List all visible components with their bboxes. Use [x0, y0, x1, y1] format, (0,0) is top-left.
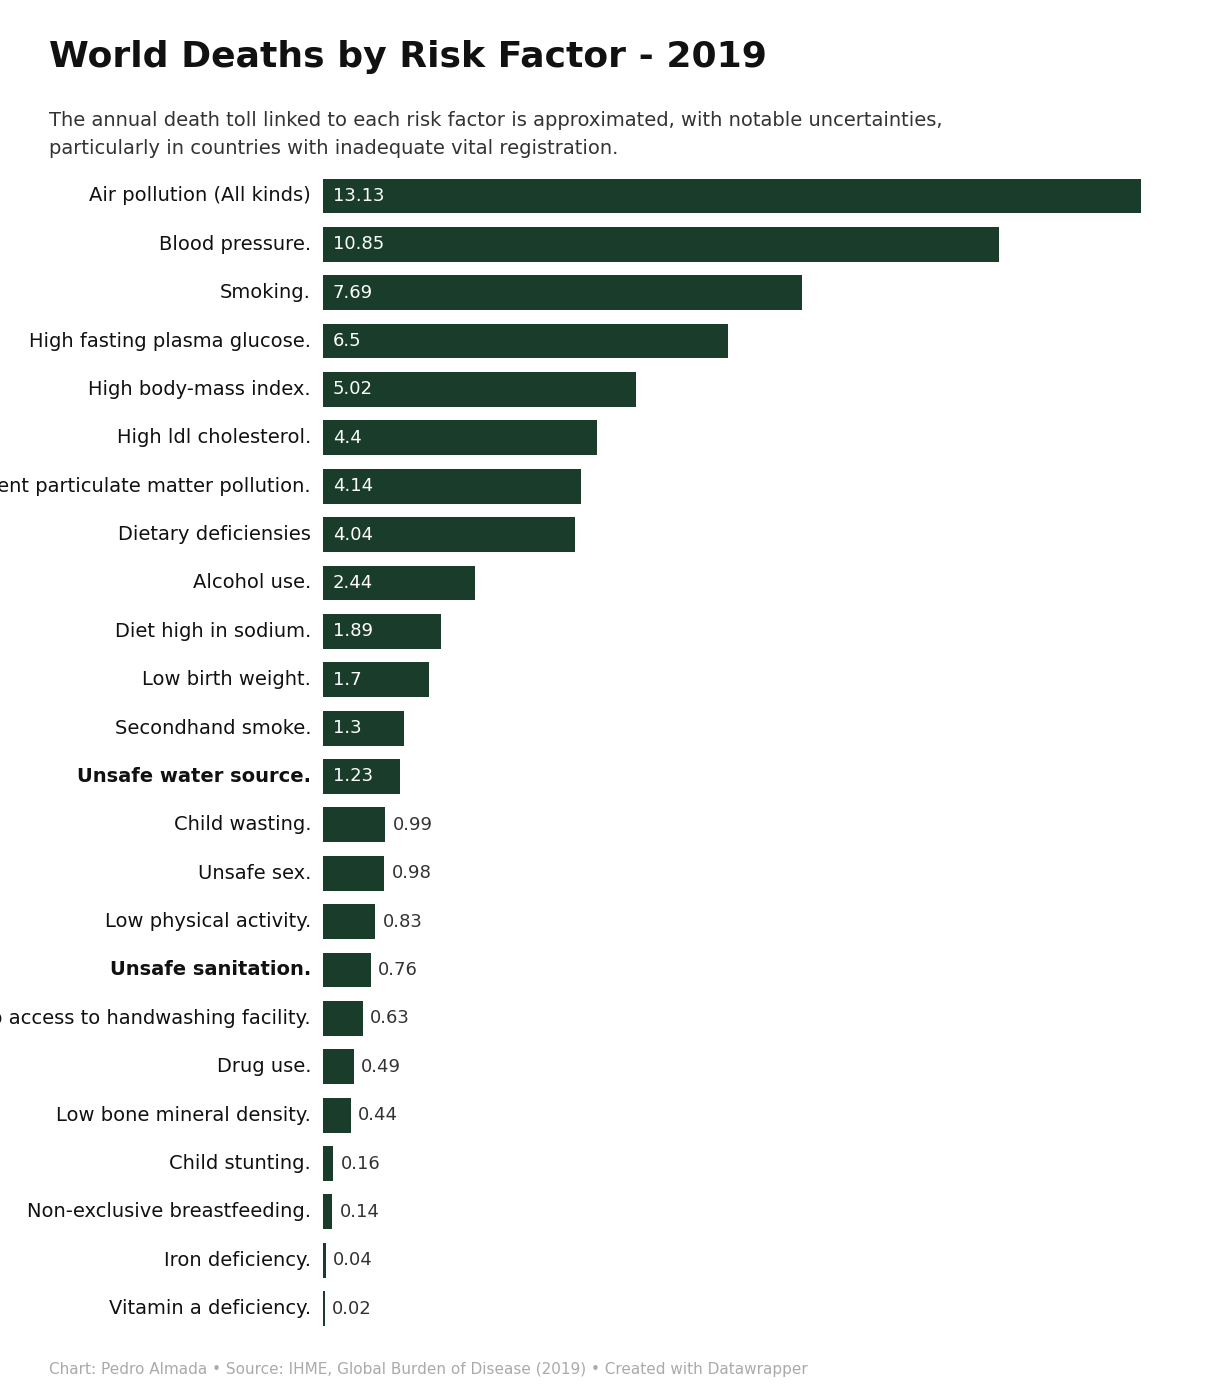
Text: 0.16: 0.16	[340, 1155, 381, 1173]
Text: Low bone mineral density.: Low bone mineral density.	[56, 1106, 311, 1124]
Text: Alcohol use.: Alcohol use.	[193, 573, 311, 593]
Text: 6.5: 6.5	[333, 332, 361, 350]
Text: 0.99: 0.99	[393, 816, 432, 834]
Text: 4.4: 4.4	[333, 429, 361, 447]
Text: Low birth weight.: Low birth weight.	[143, 670, 311, 690]
Bar	[323, 565, 476, 601]
Text: Diet high in sodium.: Diet high in sodium.	[115, 622, 311, 641]
Text: 0.44: 0.44	[359, 1106, 398, 1124]
Text: Unsafe sex.: Unsafe sex.	[198, 863, 311, 883]
Text: No access to handwashing facility.: No access to handwashing facility.	[0, 1009, 311, 1029]
Text: 0.83: 0.83	[383, 913, 422, 930]
Text: 0.14: 0.14	[339, 1203, 379, 1221]
Text: 7.69: 7.69	[333, 283, 373, 301]
Text: 0.02: 0.02	[332, 1299, 372, 1317]
Bar	[323, 759, 400, 794]
Text: 1.7: 1.7	[333, 670, 361, 688]
Text: 1.3: 1.3	[333, 719, 361, 737]
Text: Smoking.: Smoking.	[221, 283, 311, 303]
Text: 5.02: 5.02	[333, 380, 372, 398]
Bar	[323, 1146, 333, 1181]
Bar	[323, 323, 728, 358]
Text: Blood pressure.: Blood pressure.	[159, 235, 311, 254]
Bar	[323, 469, 581, 504]
Bar	[323, 421, 598, 455]
Bar	[323, 372, 636, 407]
Bar	[323, 952, 371, 987]
Bar	[323, 1049, 354, 1084]
Text: 0.98: 0.98	[392, 865, 432, 883]
Text: Ambient particulate matter pollution.: Ambient particulate matter pollution.	[0, 476, 311, 496]
Text: 0.76: 0.76	[378, 960, 418, 979]
Text: Unsafe sanitation.: Unsafe sanitation.	[110, 960, 311, 980]
Text: Non-exclusive breastfeeding.: Non-exclusive breastfeeding.	[27, 1202, 311, 1221]
Text: Secondhand smoke.: Secondhand smoke.	[115, 719, 311, 737]
Text: 0.63: 0.63	[370, 1009, 410, 1027]
Text: Child wasting.: Child wasting.	[173, 815, 311, 834]
Bar	[323, 613, 442, 648]
Text: 0.49: 0.49	[361, 1058, 401, 1076]
Text: 0.04: 0.04	[333, 1251, 373, 1269]
Bar	[323, 856, 384, 891]
Bar	[323, 1195, 332, 1230]
Bar	[323, 904, 375, 940]
Text: Dietary deficiensies: Dietary deficiensies	[118, 525, 311, 544]
Bar	[323, 662, 429, 697]
Bar	[323, 179, 1142, 214]
Bar	[323, 275, 803, 310]
Bar	[323, 1291, 325, 1326]
Text: High ldl cholesterol.: High ldl cholesterol.	[117, 429, 311, 447]
Text: World Deaths by Risk Factor - 2019: World Deaths by Risk Factor - 2019	[49, 40, 767, 74]
Bar	[323, 711, 404, 745]
Text: 1.89: 1.89	[333, 622, 372, 640]
Text: Air pollution (All kinds): Air pollution (All kinds)	[89, 186, 311, 205]
Bar	[323, 1001, 362, 1035]
Text: 4.04: 4.04	[333, 526, 372, 544]
Text: 2.44: 2.44	[333, 575, 373, 591]
Text: High fasting plasma glucose.: High fasting plasma glucose.	[29, 332, 311, 351]
Text: 4.14: 4.14	[333, 477, 373, 496]
Text: 13.13: 13.13	[333, 187, 384, 205]
Bar	[323, 226, 999, 262]
Bar	[323, 808, 386, 843]
Text: Vitamin a deficiency.: Vitamin a deficiency.	[109, 1299, 311, 1319]
Bar	[323, 518, 575, 552]
Text: The annual death toll linked to each risk factor is approximated, with notable u: The annual death toll linked to each ris…	[49, 111, 942, 158]
Text: Drug use.: Drug use.	[217, 1058, 311, 1076]
Text: 10.85: 10.85	[333, 236, 384, 254]
Text: Unsafe water source.: Unsafe water source.	[77, 768, 311, 786]
Text: Low physical activity.: Low physical activity.	[105, 912, 311, 931]
Bar	[323, 1242, 326, 1278]
Text: Chart: Pedro Almada • Source: IHME, Global Burden of Disease (2019) • Created wi: Chart: Pedro Almada • Source: IHME, Glob…	[49, 1362, 808, 1377]
Bar	[323, 1098, 350, 1133]
Text: 1.23: 1.23	[333, 768, 373, 786]
Text: Child stunting.: Child stunting.	[170, 1153, 311, 1173]
Text: Iron deficiency.: Iron deficiency.	[165, 1251, 311, 1270]
Text: High body-mass index.: High body-mass index.	[89, 380, 311, 398]
